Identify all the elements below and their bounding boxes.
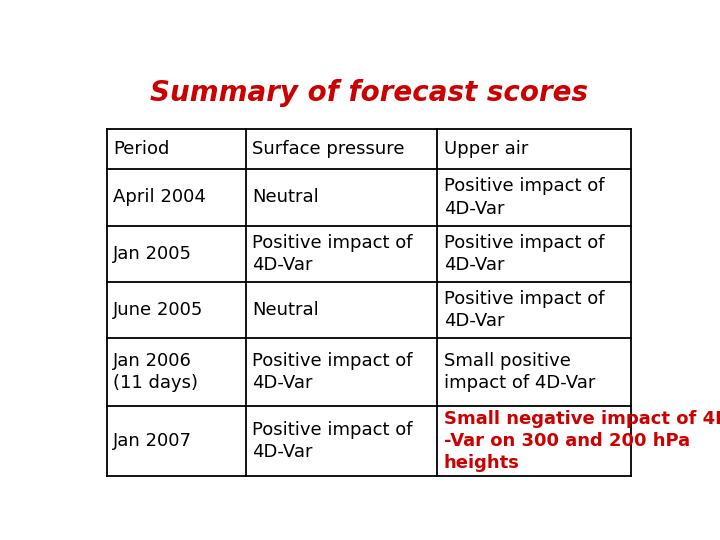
Text: Summary of forecast scores: Summary of forecast scores xyxy=(150,79,588,107)
Text: Surface pressure: Surface pressure xyxy=(253,140,405,158)
Text: Positive impact of
4D-Var: Positive impact of 4D-Var xyxy=(444,177,604,218)
Text: Neutral: Neutral xyxy=(253,301,319,319)
Text: Jan 2007: Jan 2007 xyxy=(114,432,192,450)
Text: April 2004: April 2004 xyxy=(114,188,207,206)
Text: Neutral: Neutral xyxy=(253,188,319,206)
Text: Positive impact of
4D-Var: Positive impact of 4D-Var xyxy=(253,352,413,392)
Text: Jan 2005: Jan 2005 xyxy=(114,245,192,263)
Text: Positive impact of
4D-Var: Positive impact of 4D-Var xyxy=(253,234,413,274)
Text: Positive impact of
4D-Var: Positive impact of 4D-Var xyxy=(444,234,604,274)
Text: Positive impact of
4D-Var: Positive impact of 4D-Var xyxy=(253,421,413,461)
Text: Positive impact of
4D-Var: Positive impact of 4D-Var xyxy=(444,290,604,330)
Text: Small negative impact of 4D
-Var on 300 and 200 hPa
heights: Small negative impact of 4D -Var on 300 … xyxy=(444,410,720,472)
Text: Period: Period xyxy=(114,140,170,158)
Text: June 2005: June 2005 xyxy=(114,301,204,319)
Text: Small positive
impact of 4D-Var: Small positive impact of 4D-Var xyxy=(444,352,595,392)
Text: Upper air: Upper air xyxy=(444,140,528,158)
Text: Jan 2006
(11 days): Jan 2006 (11 days) xyxy=(114,352,199,392)
